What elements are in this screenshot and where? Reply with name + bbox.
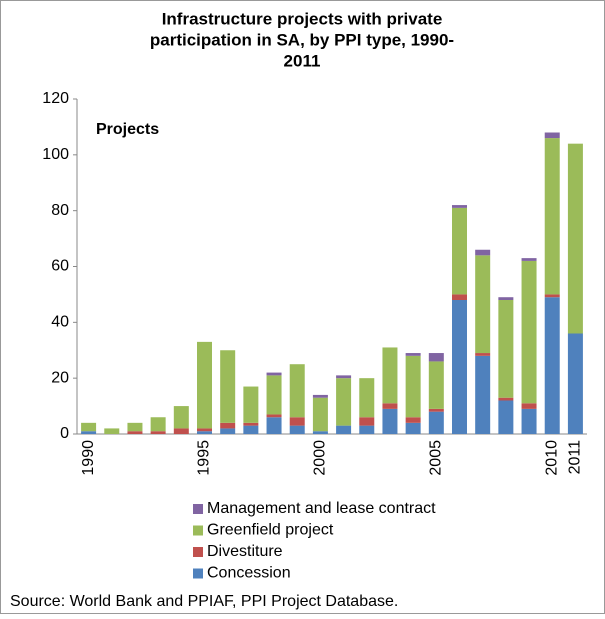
legend-swatch — [193, 568, 203, 579]
bar-segment — [544, 297, 560, 434]
bar-segment — [405, 417, 421, 423]
bar-segment — [475, 353, 491, 356]
bar-segment — [452, 205, 467, 208]
bar-segment — [289, 364, 305, 418]
bar-segment — [428, 411, 444, 434]
bar-segment — [197, 341, 212, 429]
bar-segment — [359, 378, 375, 418]
bar-segment — [475, 355, 491, 434]
bar-segment — [498, 400, 514, 434]
bar-segment — [336, 425, 352, 434]
bar-segment — [197, 431, 212, 434]
y-tick-label: 80 — [51, 202, 69, 219]
legend-swatch — [193, 525, 203, 536]
bar-segment — [498, 297, 514, 300]
bar-segment — [475, 249, 491, 256]
legend-swatch — [193, 547, 203, 557]
legend-label: Divestiture — [207, 543, 283, 560]
y-tick-label: 120 — [42, 90, 69, 107]
bar-segment — [475, 255, 491, 354]
bar-segment — [127, 431, 143, 434]
x-tick-label: 2000 — [312, 440, 329, 476]
bar-segment — [173, 428, 189, 434]
bar-segment — [428, 408, 444, 412]
bar-segment — [243, 422, 259, 426]
y-tick-label: 100 — [42, 146, 69, 163]
legend-label: Concession — [207, 565, 291, 582]
bar-segment — [452, 207, 467, 295]
bar-segment — [197, 428, 212, 432]
bar-segment — [312, 394, 328, 398]
bar-segment — [266, 372, 282, 376]
y-tick-label: 0 — [60, 425, 69, 442]
bar-segment — [428, 361, 444, 409]
chart-title: Infrastructure projects with private — [162, 9, 443, 28]
legend-label: Greenfield project — [207, 522, 334, 539]
bar-segment — [220, 428, 236, 434]
bar-segment — [382, 408, 398, 434]
bar-segment — [266, 414, 282, 418]
bar-segment — [452, 294, 467, 300]
bar-segment — [81, 422, 97, 432]
bar-segment — [521, 403, 537, 409]
bar-segment — [382, 347, 398, 404]
bar-segment — [382, 403, 398, 409]
bar-segment — [243, 425, 259, 434]
bar-segment — [359, 417, 375, 426]
bar-segment — [359, 425, 375, 434]
bar-segment — [266, 375, 282, 415]
x-tick-label: 1995 — [196, 440, 213, 476]
bar-segment — [336, 375, 352, 379]
y-tick-label: 60 — [51, 258, 69, 275]
bar-segment — [405, 353, 421, 356]
bar-segment — [498, 397, 514, 401]
bar-segment — [567, 143, 583, 334]
chart-title: participation in SA, by PPI type, 1990- — [150, 30, 454, 49]
bar-segment — [521, 260, 537, 404]
bar-segment — [81, 431, 97, 434]
y-tick-label: 20 — [51, 369, 69, 386]
bar-segment — [220, 422, 236, 429]
bar-segment — [336, 378, 352, 426]
bar-segment — [521, 408, 537, 434]
bar-segment — [289, 417, 305, 426]
annotation: Projects — [96, 121, 159, 138]
bar-segment — [567, 333, 583, 434]
bar-segment — [452, 300, 467, 434]
legend-swatch — [193, 504, 203, 514]
bar-segment — [150, 431, 166, 434]
x-tick-label: 2005 — [428, 440, 445, 476]
bar-segment — [498, 300, 514, 398]
legend-label: Management and lease contract — [207, 500, 436, 517]
bar-segment — [127, 422, 143, 432]
bar-segment — [289, 425, 305, 434]
bar-segment — [243, 386, 259, 423]
bar-segment — [104, 428, 120, 434]
x-tick-label: 2011 — [567, 440, 584, 475]
bar-segment — [405, 355, 421, 418]
bar-segment — [220, 350, 236, 423]
x-tick-label: 2010 — [543, 440, 560, 476]
bar-segment — [544, 132, 560, 139]
bar-segment — [312, 397, 328, 432]
bar-segment — [312, 431, 328, 434]
bar-segment — [428, 353, 444, 362]
source: Source: World Bank and PPIAF, PPI Projec… — [10, 593, 398, 610]
bar-segment — [150, 417, 166, 432]
bar-segment — [544, 294, 560, 298]
bar-segment — [266, 417, 282, 434]
bar-segment — [173, 406, 189, 429]
bar-segment — [521, 258, 537, 261]
bar-segment — [405, 422, 421, 434]
x-tick-label: 1990 — [80, 440, 97, 476]
chart-title: 2011 — [284, 51, 321, 70]
bar-segment — [544, 138, 560, 295]
y-tick-label: 40 — [51, 314, 69, 331]
